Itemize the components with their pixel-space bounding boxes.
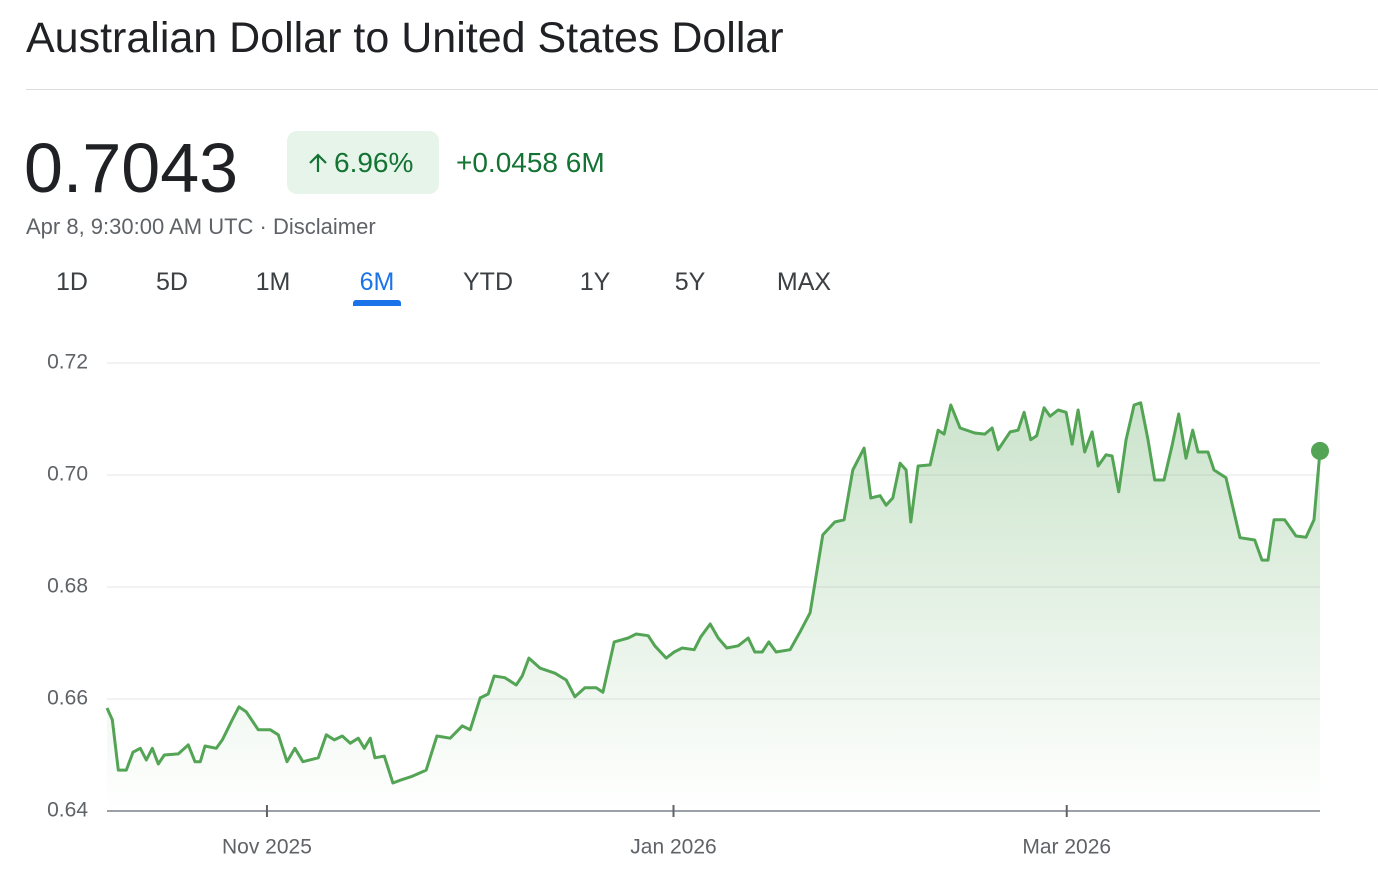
change-abs: +0.0458 6M bbox=[456, 147, 605, 178]
divider bbox=[26, 89, 1378, 90]
range-tab[interactable]: YTD bbox=[463, 268, 513, 296]
up-arrow bbox=[309, 153, 327, 172]
range-tab[interactable]: 5Y bbox=[674, 268, 706, 296]
x-tick-label: Nov 2025 bbox=[222, 836, 312, 859]
disclaimer[interactable]: Disclaimer bbox=[273, 214, 376, 239]
range-tab[interactable]: 1D bbox=[56, 268, 88, 296]
range-tab[interactable]: MAX bbox=[776, 268, 832, 296]
range-tab[interactable]: 5D bbox=[156, 268, 188, 296]
price-line bbox=[105, 401, 1322, 785]
y-tick-label: 0.64 bbox=[47, 799, 88, 822]
area-fill bbox=[107, 402, 1320, 811]
x-tick-label: Mar 2026 bbox=[1022, 836, 1111, 859]
range-tab[interactable]: 6M bbox=[359, 268, 395, 296]
x-tick-label: Jan 2026 bbox=[630, 836, 716, 859]
y-tick-label: 0.66 bbox=[47, 687, 88, 710]
last-point bbox=[1311, 441, 1329, 460]
y-tick-label: 0.72 bbox=[47, 351, 88, 374]
time: Apr 8, 9:30:00 AM UTC bbox=[26, 214, 254, 239]
y-tick-label: 0.70 bbox=[47, 463, 88, 486]
range-tab[interactable]: 1M bbox=[255, 268, 291, 296]
change-badge bbox=[287, 131, 439, 194]
timestamp: Apr 8, 9:30:00 AM UTC · Disclaimer bbox=[26, 214, 376, 239]
change-percent: 6.96% bbox=[334, 147, 414, 178]
y-tick-label: 0.68 bbox=[47, 575, 88, 598]
range-tab[interactable]: 1Y bbox=[579, 268, 611, 296]
title: Australian Dollar to United States Dolla… bbox=[26, 14, 784, 62]
tab-underline bbox=[353, 300, 401, 306]
price: 0.7043 bbox=[24, 129, 239, 207]
